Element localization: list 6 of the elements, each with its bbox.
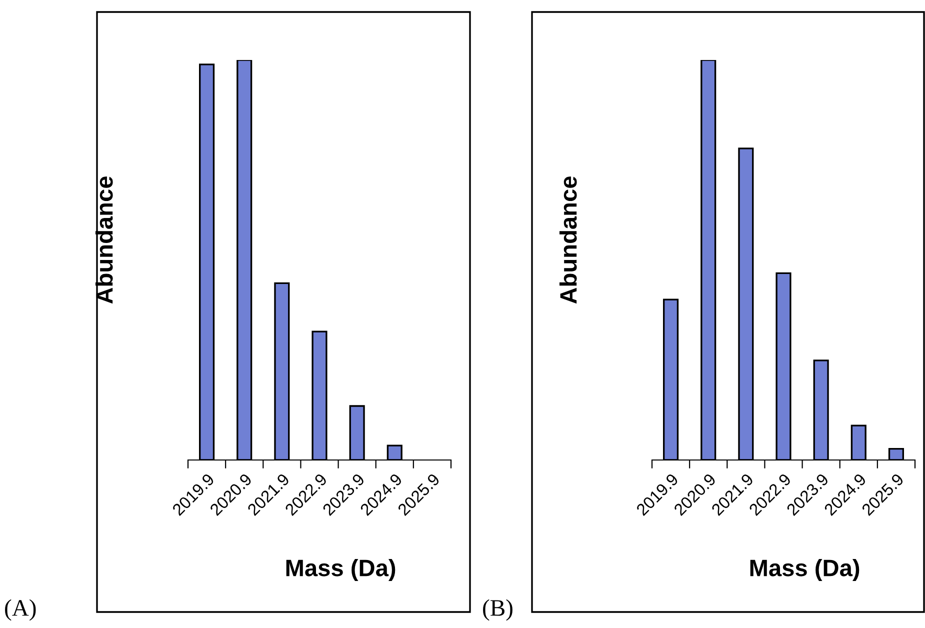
x-axis-title: Mass (Da) [750,558,860,582]
y-axis-title: Abundance [95,176,113,304]
x-axis-title: Mass (Da) [286,558,396,582]
text: (A) [5,599,36,621]
text: (B) [483,599,512,621]
y-axis-title: Abundance [559,176,577,304]
